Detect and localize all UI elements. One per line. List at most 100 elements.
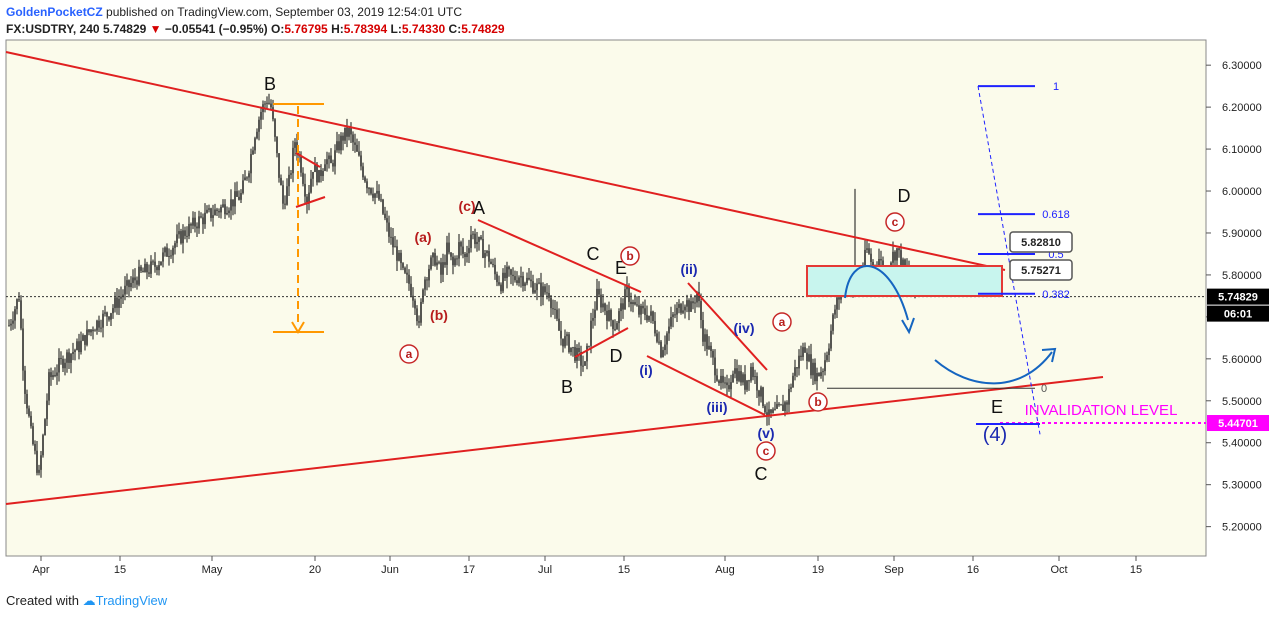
candle-body [228, 210, 230, 214]
candle-body [304, 183, 306, 197]
candle-body [578, 347, 580, 352]
candle-body [232, 199, 234, 207]
candle-body [378, 190, 380, 200]
candle-body [528, 277, 530, 280]
candle-body [216, 209, 218, 211]
candle-body [374, 193, 376, 198]
wave-label-circled: c [763, 444, 770, 458]
candle-body [620, 303, 622, 312]
price-axis[interactable]: 6.30000 6.20000 6.10000 6.00000 5.90000 5.800… [1206, 40, 1274, 556]
candle-body [330, 155, 332, 164]
candle-body [248, 173, 250, 178]
candle-body [878, 258, 880, 268]
candle-body [144, 263, 146, 273]
candle-body [802, 347, 804, 357]
candle-body [594, 309, 596, 318]
candle-body [500, 284, 502, 292]
candle-body [326, 159, 328, 165]
candle-body [714, 357, 716, 376]
candle-body [60, 357, 62, 359]
candle-body [586, 345, 588, 362]
candle-body [870, 253, 872, 262]
candle-body [652, 311, 654, 321]
candle-body [590, 320, 592, 346]
target-zone [806, 265, 1003, 297]
candle-body [182, 230, 184, 244]
candle-body [592, 317, 594, 321]
candle-body [682, 310, 684, 313]
candle-body [360, 155, 362, 167]
candle-body [160, 261, 162, 266]
candle-body [96, 320, 98, 331]
candle-body [502, 272, 504, 292]
candle-body [834, 309, 836, 315]
candle-body [14, 309, 16, 321]
candle-body [756, 376, 758, 391]
candle-body [518, 277, 520, 284]
candle-body [270, 103, 272, 108]
candle-body [138, 266, 140, 285]
candle-body [434, 253, 436, 266]
symbol-label[interactable]: FX:USDTRY, 240 [6, 22, 100, 36]
candle-body [214, 209, 216, 216]
price-tick-label: 6.20000 [1222, 102, 1262, 114]
candle-body [30, 415, 32, 427]
candle-body [538, 282, 540, 284]
candle-body [826, 355, 828, 361]
candle-body [812, 362, 814, 376]
wave-e-upper-line [477, 219, 642, 293]
candle-body [532, 281, 534, 293]
candle-body [204, 212, 206, 225]
candle-body [260, 111, 262, 120]
candle-body [520, 276, 522, 278]
candle-body [614, 329, 616, 331]
candle-body [552, 308, 554, 310]
candle-body [598, 288, 600, 295]
price-tick-label: 5.90000 [1222, 228, 1262, 240]
wave-label-circled-circle [885, 212, 905, 232]
candle-body [74, 350, 76, 353]
wave-label-blue: (4) [983, 424, 1007, 446]
candle-body [766, 412, 768, 416]
candle-body [192, 217, 194, 226]
candle-body [242, 180, 244, 194]
low-value: 5.74330 [401, 22, 446, 36]
candle-body [660, 341, 662, 358]
tradingview-link[interactable]: TradingView [95, 593, 168, 608]
candle-body [612, 320, 614, 330]
candle-body [280, 177, 282, 186]
candle-body [692, 301, 694, 304]
time-axis[interactable]: Apr 15 May 20 Jun 17 Jul 15 Aug 19 Sep 16 Oct 15 [6, 556, 1206, 581]
candle-body [602, 303, 604, 308]
candle-body [476, 241, 478, 245]
candle-body [110, 313, 112, 320]
candle-body [34, 444, 36, 451]
wave-label-blue: (iv) [734, 320, 755, 336]
open-label: O: [271, 22, 285, 36]
candle-body [88, 329, 90, 333]
wave-label-blue: (iii) [707, 399, 728, 415]
wave-label-black: C [755, 464, 768, 484]
candle-body [746, 380, 748, 390]
candle-body [514, 276, 516, 281]
candle-body [754, 376, 756, 378]
candle-body [632, 302, 634, 305]
candle-body [382, 199, 384, 214]
candle-body [530, 279, 532, 282]
candle-body [438, 262, 440, 264]
candle-body [780, 404, 782, 406]
author-link[interactable]: GoldenPocketCZ [6, 5, 103, 19]
candle-body [164, 247, 166, 253]
candle-body [570, 347, 572, 353]
footer: Created with ☁TradingView [6, 593, 167, 609]
candle-body [694, 302, 696, 304]
candle-body [250, 154, 252, 174]
candle-body [80, 340, 82, 353]
candle-body [474, 233, 476, 245]
candle-body [716, 375, 718, 381]
candle-body [636, 304, 638, 306]
candle-body [372, 193, 374, 198]
candle-body [178, 231, 180, 235]
candle-body [48, 372, 50, 401]
